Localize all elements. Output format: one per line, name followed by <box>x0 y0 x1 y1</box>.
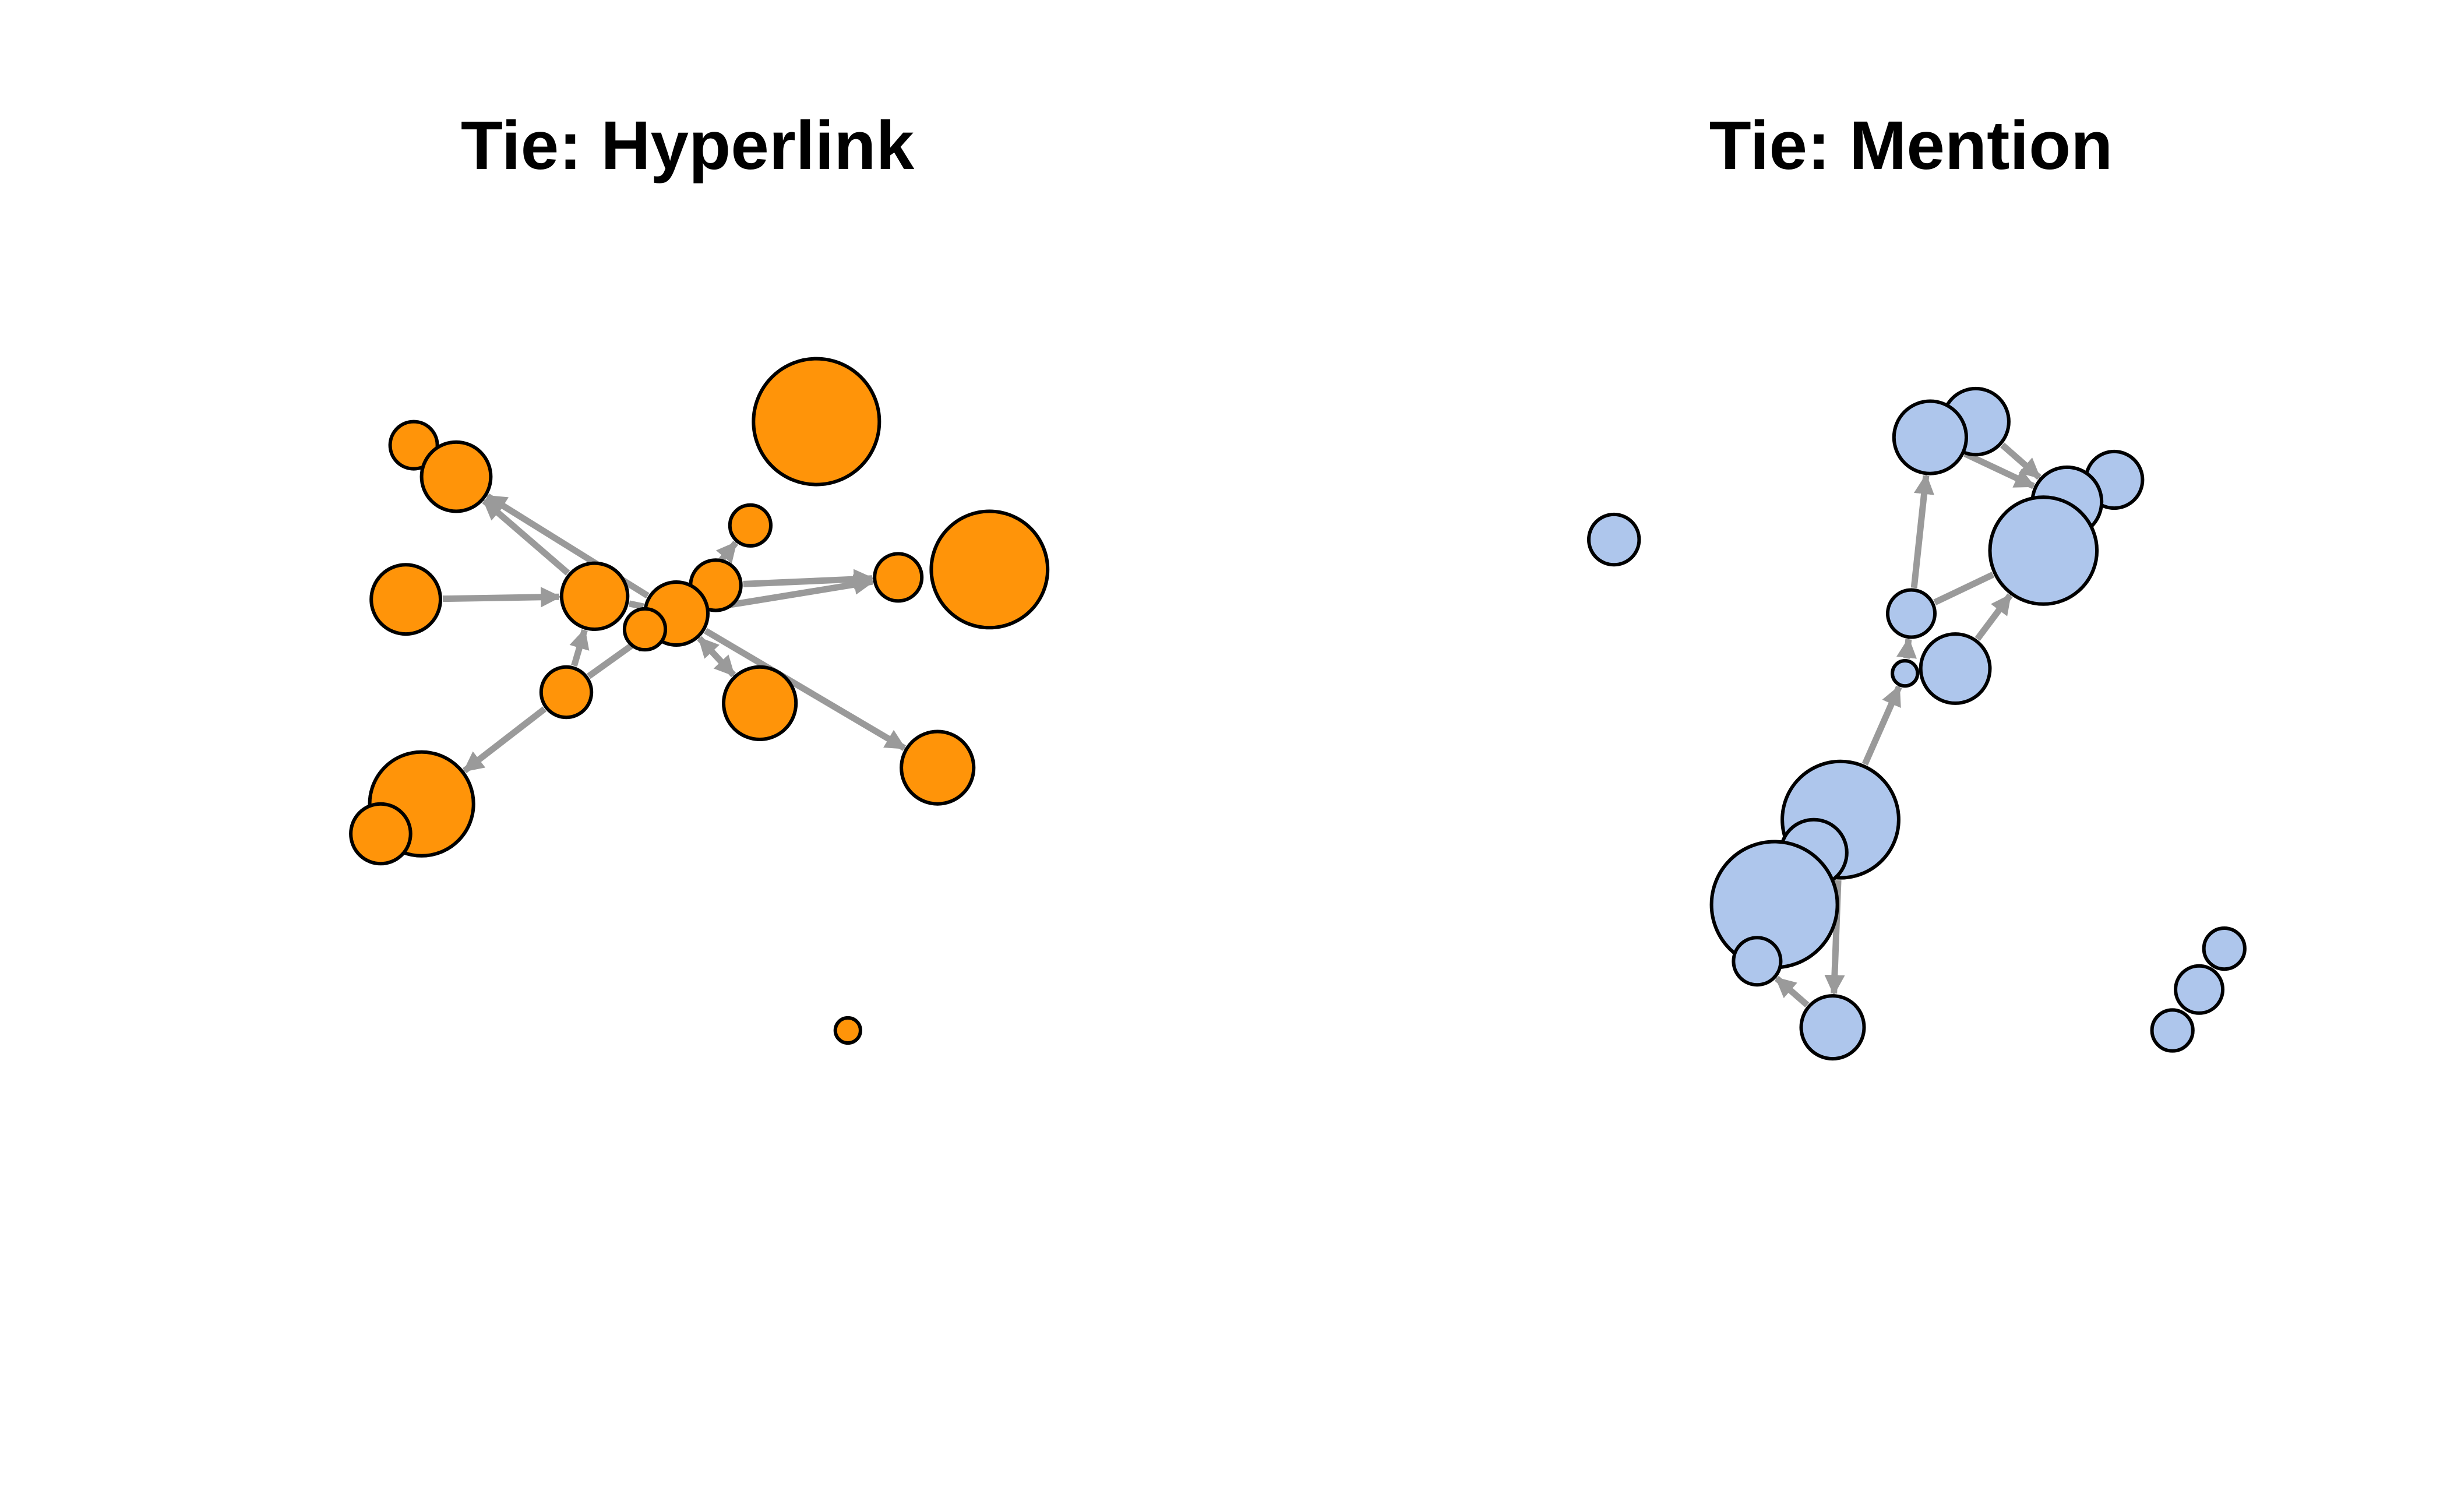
node <box>349 802 412 866</box>
node <box>2150 1008 2195 1053</box>
node <box>2202 926 2247 971</box>
node <box>1919 632 1992 705</box>
node <box>419 440 493 513</box>
edge <box>462 706 546 774</box>
edge <box>1910 473 1935 588</box>
node <box>539 665 594 720</box>
node <box>1587 512 1641 567</box>
edge <box>743 569 875 590</box>
node <box>873 552 924 603</box>
edge <box>1861 685 1902 766</box>
edge <box>569 628 590 667</box>
node <box>1892 399 1968 475</box>
edge <box>704 628 907 751</box>
edge <box>697 636 736 678</box>
node <box>722 665 798 742</box>
edge <box>1974 593 2013 641</box>
edge <box>628 600 644 610</box>
node <box>900 729 976 806</box>
node <box>388 420 439 471</box>
hyperlink-network <box>349 357 1050 1045</box>
edge <box>442 587 562 608</box>
node <box>752 357 882 487</box>
node <box>833 1016 862 1045</box>
mention-panel-title: Tie: Mention <box>1709 107 2113 184</box>
edge <box>482 498 570 576</box>
node <box>2174 964 2225 1015</box>
edge <box>709 574 875 612</box>
edge <box>1896 637 1917 659</box>
node <box>1886 588 1937 639</box>
edge <box>1963 450 2036 489</box>
node <box>622 607 668 652</box>
edge <box>1774 975 1810 1008</box>
node <box>369 563 442 636</box>
node <box>1799 994 1866 1061</box>
edge <box>1933 572 1995 605</box>
hyperlink-panel-title: Tie: Hyperlink <box>460 107 915 184</box>
node <box>1988 495 2099 606</box>
node <box>929 509 1050 630</box>
mention-network <box>1587 386 2247 1061</box>
node <box>559 561 630 631</box>
node <box>1732 936 1783 987</box>
node <box>728 503 773 548</box>
node <box>1891 659 1920 688</box>
